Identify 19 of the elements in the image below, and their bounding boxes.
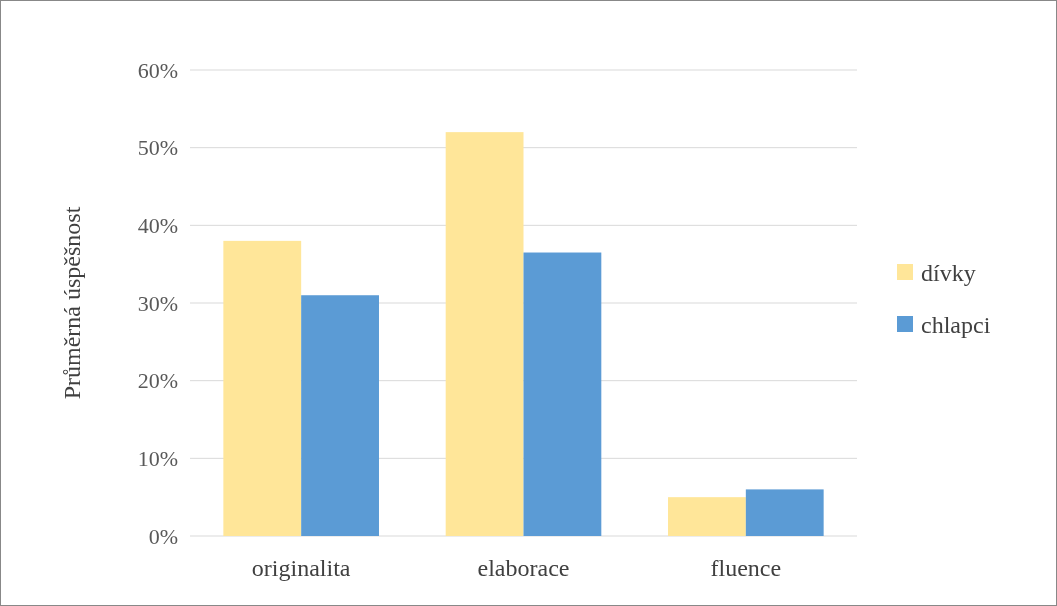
y-axis-title: Průměrná úspěšnost (59, 206, 85, 400)
bar (523, 252, 602, 536)
y-tick-label: 30% (137, 290, 178, 316)
y-tick-label: 20% (137, 368, 178, 394)
x-tick-label: originalita (251, 555, 351, 581)
y-tick-label: 10% (137, 446, 178, 472)
x-tick-label: fluence (710, 555, 782, 581)
legend-label: dívky (921, 260, 976, 287)
bar (745, 489, 824, 536)
y-tick-label: 60% (137, 57, 178, 83)
x-tick-label: elaborace (477, 555, 570, 581)
bar (668, 497, 746, 536)
bar (445, 132, 524, 536)
y-tick-label: 40% (137, 213, 178, 239)
legend-label: chlapci (921, 312, 991, 339)
y-tick-label: 0% (148, 523, 178, 549)
bar (223, 240, 302, 536)
y-tick-label: 50% (137, 135, 178, 161)
bar (301, 295, 379, 536)
